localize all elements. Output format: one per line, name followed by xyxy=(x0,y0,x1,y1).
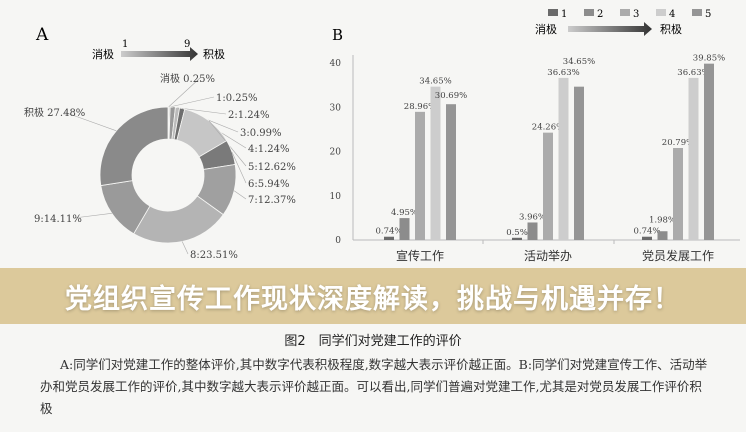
legend-label: 3 xyxy=(633,9,639,20)
legend-swatch-3 xyxy=(620,9,630,16)
title-banner: 党组织宣传工作现状深度解读，挑战与机遇并存！ xyxy=(0,268,746,324)
bar-4-活动举办 xyxy=(558,77,569,240)
legend-label: 2 xyxy=(597,9,603,20)
legend-swatch-1 xyxy=(548,9,558,16)
y-tick-label: 10 xyxy=(330,192,342,202)
bar-data-label: 34.65% xyxy=(419,77,451,87)
legend-label: 5 xyxy=(705,9,711,20)
legend-swatch-5 xyxy=(692,9,702,16)
leader-line xyxy=(181,241,189,255)
bar-2-宣传工作 xyxy=(399,218,410,240)
bar-data-label: 36.63% xyxy=(677,68,709,78)
x-category-label: 活动举办 xyxy=(524,248,572,263)
bar-data-label: 28.96% xyxy=(404,102,436,112)
banner-title: 党组织宣传工作现状深度解读，挑战与机遇并存！ xyxy=(65,283,681,315)
bar-2-活动举办 xyxy=(527,222,538,240)
scale-high-num: 9 xyxy=(184,39,190,50)
bar-data-label: 3.96% xyxy=(519,212,546,222)
legend-label: 1 xyxy=(561,9,567,20)
y-tick-label: 40 xyxy=(330,59,342,69)
figure-caption: 图2 同学们对党建工作的评价 xyxy=(284,334,462,349)
slice-label: 6:5.94% xyxy=(248,179,290,190)
legend-swatch-4 xyxy=(656,9,666,16)
bar-4-宣传工作 xyxy=(430,86,441,240)
scale-low-label: 消极 xyxy=(92,47,114,61)
legend-label: 4 xyxy=(669,9,675,20)
bar-data-label: 30.69% xyxy=(435,91,467,101)
legend-arrow xyxy=(568,22,652,36)
leader-line xyxy=(231,152,247,184)
scale-high-label: 积极 xyxy=(203,47,225,61)
bar-data-label: 24.26% xyxy=(532,123,564,133)
leader-line xyxy=(73,213,112,219)
y-tick-label: 30 xyxy=(330,103,342,113)
legend-low-label: 消极 xyxy=(535,22,557,36)
slice-label: 3:0.99% xyxy=(240,128,282,139)
bar-3-宣传工作 xyxy=(415,111,425,241)
bar-1-党员发展工作 xyxy=(642,236,652,240)
leader-line xyxy=(233,190,247,200)
y-tick-label: 20 xyxy=(330,148,342,158)
bar-5-宣传工作 xyxy=(446,104,456,240)
slice-label: 9:14.11% xyxy=(34,214,82,225)
slice-label: 7:12.37% xyxy=(248,195,296,206)
slice-label: 8:23.51% xyxy=(190,250,238,261)
donut-slice-积极 xyxy=(99,106,169,187)
bar-2-党员发展工作 xyxy=(657,231,668,240)
leader-line xyxy=(169,96,215,108)
x-category-label: 宣传工作 xyxy=(396,248,444,263)
bar-3-活动举办 xyxy=(543,132,553,240)
bar-data-label: 0.74% xyxy=(633,227,660,237)
legend-swatch-2 xyxy=(584,9,594,16)
panel-label-b: B xyxy=(332,26,343,44)
bar-data-label: 36.63% xyxy=(547,68,579,78)
x-category-label: 党员发展工作 xyxy=(642,248,714,263)
bar-4-党员发展工作 xyxy=(688,77,699,240)
bar-data-label: 1.98% xyxy=(649,216,676,226)
bar-data-label: 34.65% xyxy=(563,57,595,67)
slice-label: 4:1.24% xyxy=(248,144,290,155)
leader-line xyxy=(63,111,117,132)
bar-data-label: 39.85% xyxy=(693,54,725,64)
bar-1-宣传工作 xyxy=(384,236,394,240)
bar-3-党员发展工作 xyxy=(673,148,683,240)
slice-label: 5:12.62% xyxy=(248,162,296,173)
bar-data-label: 20.79% xyxy=(662,138,694,148)
slice-label: 积极 27.48% xyxy=(24,106,85,119)
slice-label: 2:1.24% xyxy=(228,110,270,121)
bar-5-党员发展工作 xyxy=(704,63,714,240)
scale-low-num: 1 xyxy=(122,39,128,50)
bar-data-label: 0.5% xyxy=(506,228,528,238)
legend-high-label: 积极 xyxy=(660,22,682,36)
slice-label: 消极 0.25% xyxy=(160,72,215,85)
slice-label: 1:0.25% xyxy=(216,93,258,104)
bar-data-label: 0.74% xyxy=(375,227,402,237)
bar-1-活动举办 xyxy=(512,237,522,240)
leader-line xyxy=(168,77,201,108)
y-tick-label: 0 xyxy=(335,236,341,246)
bar-data-label: 4.95% xyxy=(391,208,418,218)
figure-description: A:同学们对党建工作的整体评价,其中数字代表积极程度,数字越大表示评价越正面。B… xyxy=(40,357,708,416)
panel-label-a: A xyxy=(35,25,49,45)
scale-arrow xyxy=(121,47,198,61)
bar-5-活动举办 xyxy=(574,86,584,240)
